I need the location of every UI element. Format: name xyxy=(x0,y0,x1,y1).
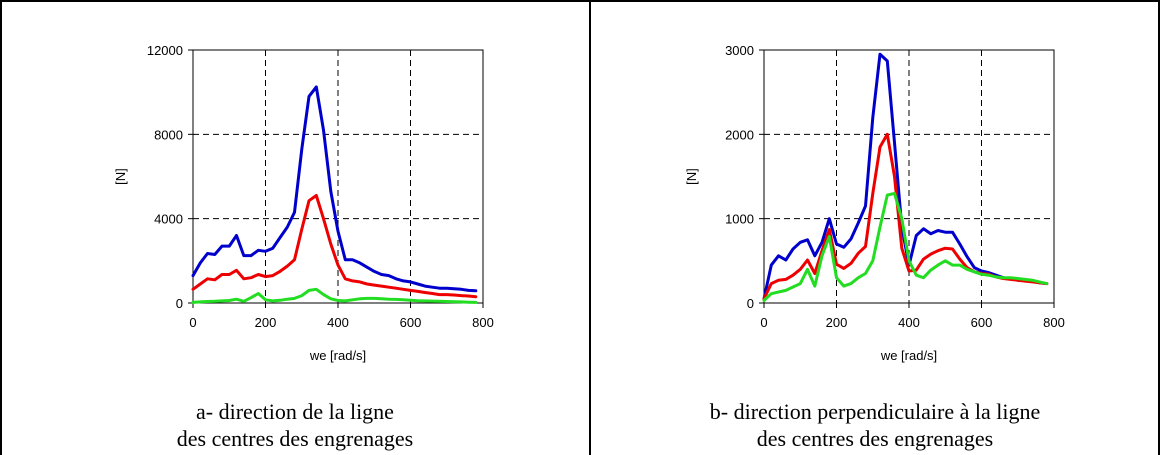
left-x-tick-label: 0 xyxy=(189,315,196,330)
left-series-line-2 xyxy=(191,194,478,299)
right-x-tick-label: 600 xyxy=(971,315,993,330)
right-x-tick-label: 800 xyxy=(1043,315,1065,330)
caption-right-line2: des centres des engrenages xyxy=(756,426,994,451)
right-x-tick-label: 400 xyxy=(898,315,920,330)
right-series-line-3 xyxy=(762,191,1049,302)
right-x-tick-label: 200 xyxy=(826,315,848,330)
caption-right: b- direction perpendiculaire à la ligne … xyxy=(590,398,1160,452)
chart-right: 0 200 400 600 800 0 1000 2000 3000 we [rad/s] [N] xyxy=(684,43,1065,363)
caption-left-line1: a- direction de la ligne xyxy=(196,399,394,424)
left-series-line-3 xyxy=(191,287,478,304)
caption-right-line1: b- direction perpendiculaire à la ligne xyxy=(709,399,1041,424)
left-x-tick-label: 800 xyxy=(472,315,494,330)
left-series-line-1 xyxy=(191,85,478,293)
right-y-tick-label: 1000 xyxy=(725,212,754,227)
caption-left: a- direction de la ligne des centres des… xyxy=(0,398,590,452)
left-y-axis-label: [N] xyxy=(113,168,128,185)
left-x-tick-label: 400 xyxy=(327,315,349,330)
left-y-tick-label: 4000 xyxy=(154,212,183,227)
right-x-tick-label: 0 xyxy=(760,315,767,330)
right-y-tick-label: 0 xyxy=(747,296,754,311)
left-y-tick-label: 0 xyxy=(176,296,183,311)
right-x-axis-label: we [rad/s] xyxy=(880,348,937,363)
left-x-tick-label: 200 xyxy=(255,315,277,330)
left-x-axis-label: we [rad/s] xyxy=(309,348,366,363)
right-y-axis-label: [N] xyxy=(684,168,699,185)
right-y-tick-label: 3000 xyxy=(725,43,754,58)
caption-left-line2: des centres des engrenages xyxy=(176,426,414,451)
left-x-tick-label: 600 xyxy=(400,315,422,330)
left-y-tick-label: 8000 xyxy=(154,127,183,142)
left-y-tick-label: 12000 xyxy=(147,43,183,58)
right-y-tick-label: 2000 xyxy=(725,127,754,142)
